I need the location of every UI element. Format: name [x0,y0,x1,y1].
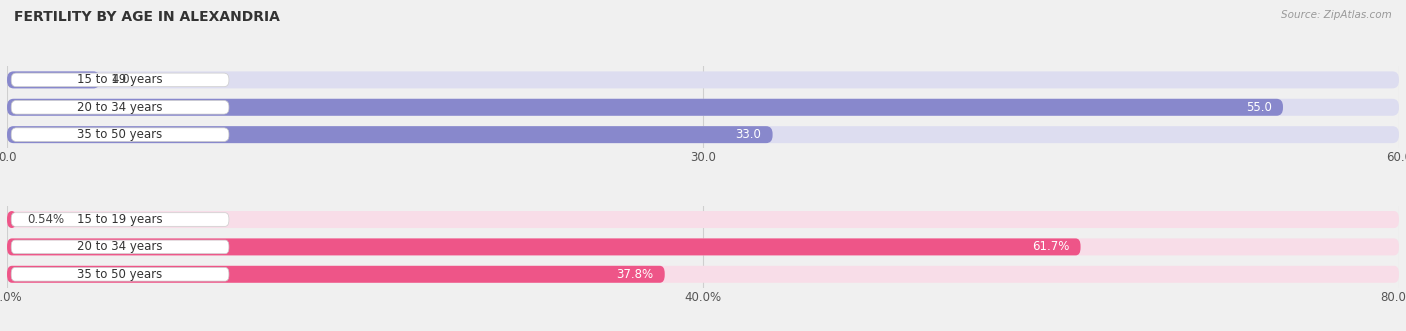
FancyBboxPatch shape [7,238,1399,256]
FancyBboxPatch shape [7,99,1399,116]
FancyBboxPatch shape [7,71,1399,88]
Text: 20 to 34 years: 20 to 34 years [77,240,163,254]
FancyBboxPatch shape [7,211,1399,228]
Text: 61.7%: 61.7% [1032,240,1070,254]
FancyBboxPatch shape [7,99,1284,116]
Text: FERTILITY BY AGE IN ALEXANDRIA: FERTILITY BY AGE IN ALEXANDRIA [14,10,280,24]
Text: 35 to 50 years: 35 to 50 years [77,128,163,141]
FancyBboxPatch shape [11,101,229,114]
Text: 55.0: 55.0 [1246,101,1272,114]
Text: 15 to 19 years: 15 to 19 years [77,213,163,226]
FancyBboxPatch shape [11,267,229,281]
FancyBboxPatch shape [7,71,100,88]
Text: 20 to 34 years: 20 to 34 years [77,101,163,114]
FancyBboxPatch shape [7,238,1081,256]
FancyBboxPatch shape [11,213,229,226]
Text: 0.54%: 0.54% [28,213,65,226]
FancyBboxPatch shape [11,73,229,87]
Text: 15 to 19 years: 15 to 19 years [77,73,163,86]
Text: 37.8%: 37.8% [616,268,654,281]
Text: Source: ZipAtlas.com: Source: ZipAtlas.com [1281,10,1392,20]
FancyBboxPatch shape [7,126,773,143]
FancyBboxPatch shape [11,128,229,141]
FancyBboxPatch shape [11,240,229,254]
Text: 35 to 50 years: 35 to 50 years [77,268,163,281]
FancyBboxPatch shape [7,266,665,283]
Text: 33.0: 33.0 [735,128,762,141]
FancyBboxPatch shape [7,126,1399,143]
Text: 4.0: 4.0 [111,73,129,86]
FancyBboxPatch shape [7,266,1399,283]
FancyBboxPatch shape [7,211,17,228]
